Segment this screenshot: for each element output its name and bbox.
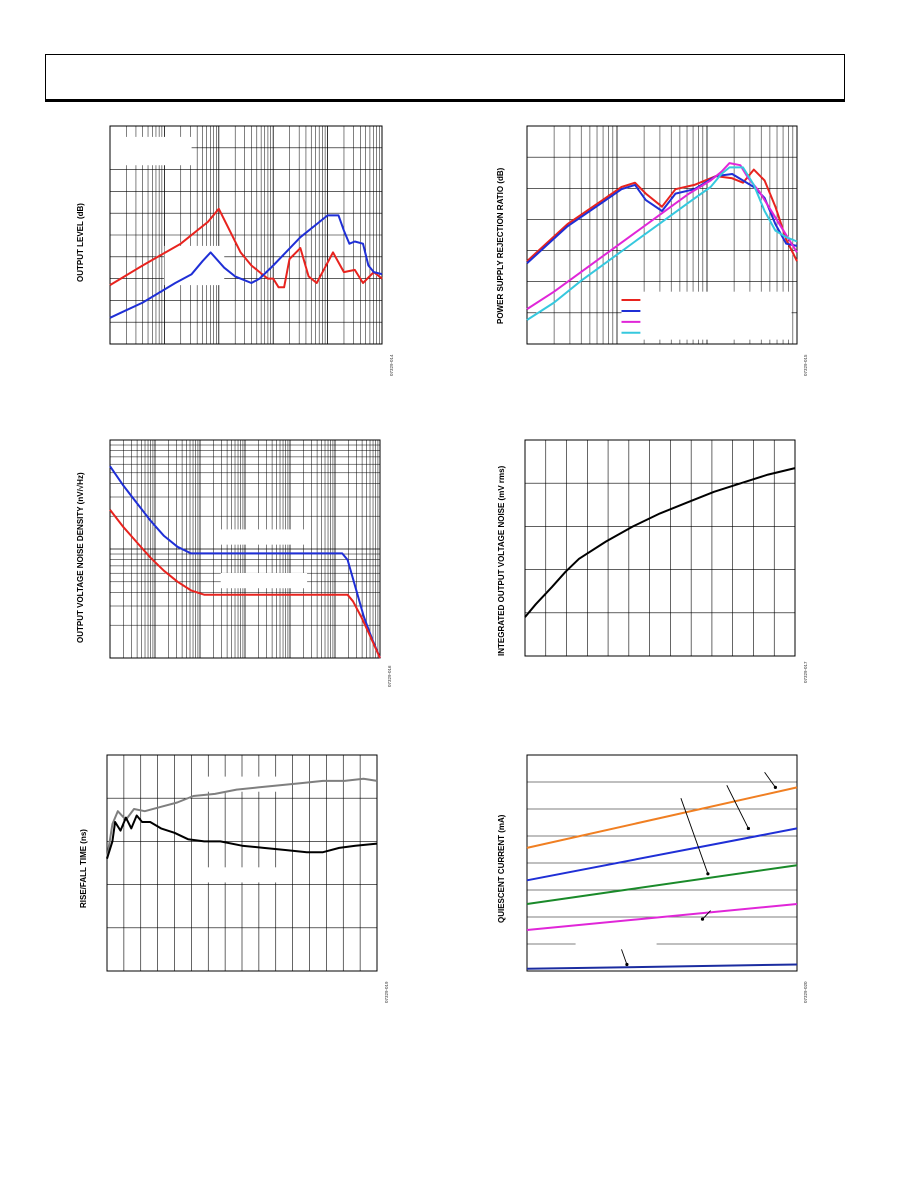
annotation-blank — [220, 572, 308, 589]
c2-series-red — [526, 168, 798, 262]
output-level-y-axis-label: OUTPUT LEVEL (dB) — [76, 203, 85, 282]
c3-series-red — [109, 509, 381, 659]
c6-grid — [527, 754, 797, 972]
output-level-plot — [109, 125, 383, 345]
chart-psrr — [526, 125, 798, 349]
annotation-blank — [532, 765, 770, 777]
output-level-figure-id: 07329-014 — [389, 354, 394, 376]
c3-grid — [109, 440, 380, 659]
c6-series-orange — [526, 786, 798, 849]
chart-output-level — [109, 125, 383, 349]
annotation-blank — [164, 245, 225, 286]
noise-density-figure-id: 07329-016 — [387, 665, 392, 687]
annotation-arrowhead — [625, 962, 629, 967]
annotation-arrow — [680, 798, 709, 874]
quiescent-current-plot — [526, 754, 798, 972]
page-header-box — [45, 54, 845, 102]
c6-series-magenta — [526, 903, 798, 931]
c1-series-red — [109, 207, 383, 289]
c1-grid — [109, 125, 382, 345]
noise-density-y-axis-label: OUTPUT VOLTAGE NOISE DENSITY (nV/√Hz) — [76, 472, 85, 643]
chart-noise-density — [109, 439, 381, 663]
c1-frame — [109, 125, 383, 345]
c4-frame — [524, 439, 796, 657]
c2-grid — [526, 125, 797, 345]
integrated-noise-plot — [524, 439, 796, 657]
c6-series-blue — [526, 827, 798, 882]
c2-frame — [526, 125, 798, 345]
annotation-arrowhead — [700, 917, 705, 921]
psrr-y-axis-label: POWER SUPPLY REJECTION RATIO (dB) — [496, 167, 505, 324]
c6-series-green — [526, 864, 798, 905]
annotation-arrow — [621, 949, 628, 965]
quiescent-current-figure-id: 07329-020 — [803, 981, 808, 1003]
quiescent-current-y-axis-label: QUIESCENT CURRENT (mA) — [497, 814, 506, 923]
annotation-blank — [220, 529, 308, 545]
c3-frame — [109, 439, 381, 659]
annotation-blank — [575, 927, 657, 946]
psrr-plot — [526, 125, 798, 345]
c3-series-blue — [109, 465, 381, 659]
noise-density-plot — [109, 439, 381, 659]
chart-integrated-noise — [524, 439, 796, 661]
integrated-noise-y-axis-label: INTEGRATED OUTPUT VOLTAGE NOISE (mV rms) — [497, 465, 506, 656]
integrated-noise-figure-id: 07329-017 — [803, 661, 808, 683]
c5-frame — [106, 754, 378, 972]
psrr-figure-id: 07329-015 — [803, 354, 808, 376]
annotation-arrow — [702, 910, 711, 920]
c5-series-black — [106, 814, 378, 859]
chart-rise-fall — [106, 754, 378, 976]
rise-fall-y-axis-label: RISE/FALL TIME (ns) — [79, 829, 88, 908]
annotation-blank — [621, 291, 792, 340]
annotation-arrow — [764, 772, 776, 788]
rise-fall-figure-id: 07329-019 — [384, 981, 389, 1003]
annotation-arrowhead — [773, 785, 777, 789]
rise-fall-plot — [106, 754, 378, 972]
c2-series-cyan — [526, 166, 798, 321]
c2-series-magenta — [526, 162, 798, 310]
annotation-blank — [110, 136, 192, 166]
annotation-arrowhead — [746, 826, 750, 831]
c6-series-navy — [526, 963, 798, 970]
annotation-arrowhead — [706, 872, 710, 876]
c4-grid — [524, 439, 796, 657]
chart-quiescent-current — [526, 754, 798, 976]
c6-frame — [526, 754, 798, 972]
c1-series-blue — [109, 214, 383, 319]
c5-grid — [106, 754, 378, 972]
annotation-arrow — [726, 785, 749, 829]
c4-series-black — [524, 467, 796, 618]
annotation-blank — [196, 867, 278, 883]
